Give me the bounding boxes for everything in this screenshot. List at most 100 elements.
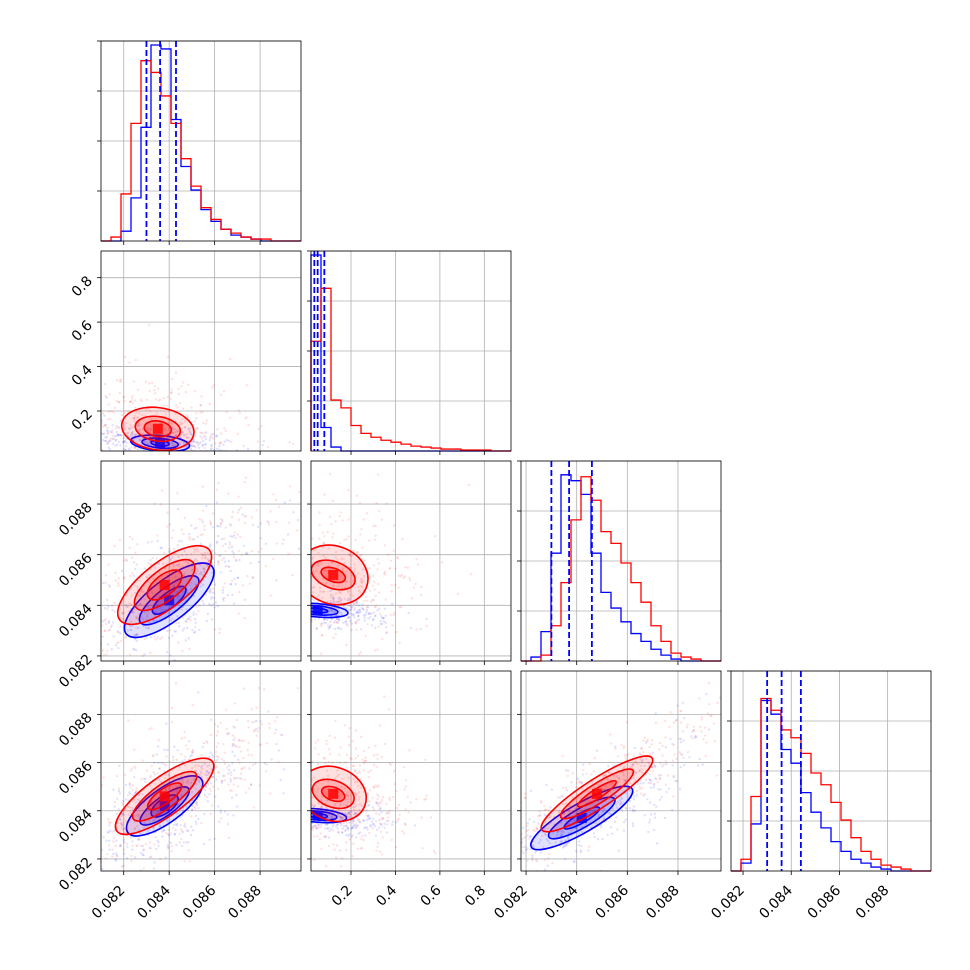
- scatter-point: [674, 719, 677, 722]
- scatter-point: [194, 457, 196, 459]
- scatter-point: [217, 590, 219, 592]
- scatter-point: [237, 612, 241, 615]
- scatter-point: [516, 865, 518, 867]
- scatter-point: [311, 597, 314, 601]
- scatter-point: [217, 472, 219, 474]
- scatter-point: [558, 796, 562, 799]
- scatter-point: [122, 577, 126, 580]
- scatter-point: [312, 805, 315, 808]
- scatter-point: [193, 548, 197, 551]
- scatter-point: [185, 458, 187, 460]
- scatter-point: [372, 598, 375, 602]
- scatter-point: [317, 788, 320, 791]
- scatter-point: [365, 814, 368, 817]
- scatter-point: [246, 574, 249, 578]
- scatter-point: [145, 626, 148, 630]
- scatter-point: [87, 851, 89, 853]
- scatter-point: [382, 620, 386, 623]
- scatter-point: [106, 598, 109, 602]
- scatter-point: [201, 745, 204, 749]
- scatter-point: [267, 815, 269, 817]
- scatter-point: [122, 828, 125, 831]
- scatter-point: [377, 562, 381, 565]
- scatter-point: [129, 587, 132, 591]
- scatter-point: [286, 823, 288, 825]
- scatter-point: [362, 838, 365, 842]
- scatter-point: [204, 788, 207, 792]
- scatter-point: [187, 427, 190, 430]
- scatter-point: [306, 820, 308, 822]
- scatter-point: [132, 647, 135, 651]
- scatter-point: [603, 808, 606, 811]
- scatter-point: [279, 594, 281, 596]
- scatter-point: [323, 757, 326, 760]
- scatter-point: [432, 849, 436, 853]
- scatter-point: [421, 847, 424, 850]
- scatter-point: [658, 774, 661, 777]
- scatter-point: [343, 724, 347, 727]
- scatter-point: [113, 610, 117, 613]
- scatter-point: [497, 856, 499, 858]
- scatter-point: [245, 551, 248, 554]
- scatter-point: [295, 800, 297, 802]
- scatter-point: [638, 752, 641, 755]
- scatter-point: [147, 443, 150, 446]
- scatter-point: [130, 767, 133, 770]
- scatter-point: [338, 596, 341, 599]
- scatter-point: [303, 799, 305, 801]
- scatter-point: [353, 802, 356, 805]
- scatter-point: [195, 526, 198, 529]
- scatter-point: [230, 789, 233, 792]
- scatter-point: [379, 822, 382, 826]
- scatter-point: [233, 577, 236, 580]
- scatter-point: [203, 551, 207, 554]
- scatter-point: [303, 720, 305, 722]
- scatter-point: [342, 802, 345, 805]
- scatter-point: [106, 431, 110, 435]
- scatter-point: [144, 408, 148, 411]
- scatter-point: [362, 614, 366, 617]
- scatter-point: [128, 435, 131, 438]
- scatter-point: [289, 609, 291, 611]
- scatter-point: [257, 525, 260, 528]
- scatter-point: [665, 790, 668, 794]
- scatter-point: [221, 597, 225, 600]
- scatter-point: [106, 433, 110, 436]
- scatter-point: [112, 667, 114, 669]
- scatter-point: [186, 781, 189, 784]
- scatter-point: [306, 779, 308, 781]
- scatter-point: [355, 611, 359, 614]
- scatter-point: [222, 556, 226, 560]
- scatter-point: [373, 786, 376, 789]
- scatter-point: [125, 457, 127, 459]
- scatter-point: [734, 690, 736, 692]
- scatter-point: [110, 880, 112, 882]
- scatter-point: [93, 446, 95, 448]
- scatter-point: [200, 395, 203, 398]
- scatter-point: [191, 538, 194, 541]
- scatter-point: [338, 753, 341, 756]
- scatter-point: [297, 811, 299, 813]
- scatter-point: [362, 819, 365, 822]
- scatter-point: [178, 458, 180, 460]
- scatter-point: [335, 621, 339, 624]
- scatter-point: [466, 847, 468, 849]
- scatter-point: [215, 755, 218, 758]
- scatter-point: [406, 795, 409, 798]
- axes-frame: [100, 670, 302, 872]
- scatter-point: [276, 622, 278, 624]
- scatter-point: [346, 794, 349, 797]
- scatter-point: [223, 810, 227, 813]
- scatter-point: [168, 834, 171, 837]
- scatter-point: [262, 688, 266, 691]
- scatter-point: [316, 835, 319, 838]
- scatter-point: [145, 457, 147, 459]
- scatter-point: [375, 801, 378, 804]
- scatter-point: [102, 836, 105, 839]
- density-core-b: [312, 605, 323, 616]
- scatter-point: [348, 598, 351, 602]
- scatter-point: [155, 847, 158, 851]
- scatter-point: [346, 826, 350, 830]
- scatter-point: [148, 621, 151, 624]
- scatter-point: [650, 779, 653, 782]
